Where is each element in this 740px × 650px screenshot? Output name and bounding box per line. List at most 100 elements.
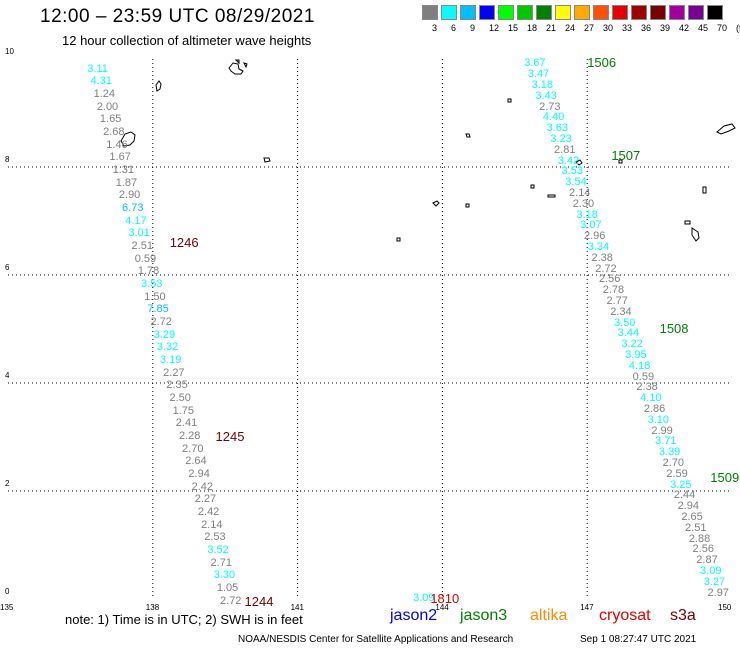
wave-height-value: 2.72 [220, 594, 242, 607]
wave-height-value: 3.01 [128, 227, 150, 240]
legend-swatch [574, 5, 590, 20]
footnote: note: 1) Time is in UTC; 2) SWH is in fe… [65, 612, 303, 627]
legend-label: 45 [698, 23, 709, 33]
legend-swatch [555, 5, 571, 20]
wave-height-value: 2.53 [204, 531, 226, 544]
legend-label: 42 [679, 23, 690, 33]
wave-height-value: 3.25 [670, 478, 692, 491]
legend-swatch [593, 5, 609, 20]
wave-height-value: 3.18 [576, 208, 598, 221]
wave-height-value: 3.39 [658, 446, 681, 459]
legend-label: 27 [584, 23, 595, 33]
wave-height-value: 3.53 [561, 165, 583, 178]
wave-height-value: 2.44 [673, 489, 696, 502]
island [684, 220, 691, 225]
wave-height-value: 2.94 [677, 500, 699, 513]
wave-height-value: 2.42 [191, 480, 213, 493]
wave-height-value: 1.75 [172, 404, 195, 417]
wave-height-value: 3.32 [156, 341, 179, 354]
wave-height-value: 3.53 [141, 278, 163, 291]
wave-height-value: 1.24 [93, 88, 116, 101]
wave-height-value: 2.71 [210, 556, 232, 569]
wave-height-value: 1.87 [115, 176, 138, 189]
wave-height-value: 2.68 [103, 126, 125, 139]
satellite-s3a: s3a [670, 607, 696, 624]
wave-height-value: 2.51 [685, 521, 707, 534]
legend-label: 18 [527, 23, 538, 33]
wave-height-value: 3.71 [655, 435, 677, 448]
legend-label: 6 [451, 23, 457, 33]
wave-height-value: 2.51 [131, 240, 153, 253]
island [155, 80, 162, 92]
island [120, 131, 136, 147]
x-tick-label: 144 [435, 603, 449, 612]
y-tick-label: 6 [5, 263, 10, 272]
map-title: 12:00 – 23:59 UTC 08/29/2021 [40, 6, 315, 27]
credit-text: NOAA/NESDIS Center for Satellite Applica… [238, 634, 514, 645]
wave-height-value: 1.50 [144, 290, 166, 303]
wave-height-value: 4.31 [90, 75, 112, 88]
wave-height-value: 3.27 [703, 575, 726, 588]
legend-swatch [631, 5, 647, 20]
wave-height-value: 3.18 [531, 79, 553, 91]
y-tick-label: 8 [5, 155, 10, 164]
wave-height-value: 2.28 [178, 430, 201, 443]
wave-height-value: 2.81 [554, 143, 576, 156]
wave-height-value: 2.27 [163, 366, 185, 379]
island [618, 159, 623, 164]
island [530, 184, 535, 189]
island [716, 123, 736, 135]
wave-height-value: 3.11 [87, 62, 108, 75]
legend-swatch [688, 5, 704, 20]
wave-height-value: 2.77 [606, 295, 628, 307]
x-tick-label: 147 [580, 603, 594, 612]
legend-label: 21 [546, 23, 557, 33]
island [465, 133, 471, 138]
legend-swatch [517, 5, 533, 20]
island [702, 186, 707, 194]
legend-label: 12 [489, 23, 500, 33]
y-tick-label: 2 [5, 479, 10, 488]
wave-height-value: 1.78 [137, 265, 160, 278]
y-tick-label: 10 [5, 47, 14, 56]
wave-height-value: 2.96 [583, 230, 606, 243]
wave-height-value: 4.17 [125, 214, 147, 227]
wave-height-value: 3.23 [550, 133, 572, 145]
island [547, 194, 556, 198]
legend-swatch [460, 5, 476, 20]
wave-height-value: 3.44 [617, 327, 640, 340]
wave-height-value: 3.29 [153, 328, 176, 341]
wave-height-value: 2.78 [602, 284, 625, 297]
wave-height-value: 1.67 [109, 151, 131, 164]
wave-height-value: 2.65 [681, 511, 703, 523]
legend-label: 3 [432, 23, 438, 33]
y-tick-label: 0 [5, 587, 10, 596]
wave-height-value: 2.56 [598, 273, 621, 286]
wave-height-value: 2.38 [591, 251, 613, 264]
pass-number-label: 1506 [587, 54, 617, 70]
wave-height-value: 3.34 [587, 241, 610, 253]
wave-height-value: 3.52 [207, 544, 229, 557]
wave-height-value: 2.64 [185, 455, 207, 468]
wave-height-value: 2.41 [175, 417, 198, 430]
wave-height-value: 3.63 [546, 122, 568, 135]
legend-swatch [479, 5, 495, 20]
wave-height-value: 7.85 [147, 303, 169, 316]
wave-height-value: 2.72 [595, 262, 617, 275]
legend-swatch [650, 5, 666, 20]
legend-label: 70 [717, 23, 728, 33]
wave-height-value: 3.19 [159, 354, 182, 367]
lat-lon-grid [8, 59, 732, 599]
pass-number-label: 1508 [659, 321, 689, 336]
pass-number-label: 1507 [611, 148, 641, 164]
wave-height-value: 3.09 [413, 592, 435, 604]
pass-number-label: 1246 [169, 234, 199, 250]
wave-height-value: 3.50 [613, 316, 636, 329]
wave-height-value: 3.30 [213, 569, 236, 582]
satellite-jason3: jason3 [460, 607, 508, 624]
legend-label: 15 [508, 23, 519, 33]
x-tick-label: 138 [145, 603, 160, 612]
wave-height-value: 2.27 [194, 493, 217, 506]
wave-height-value: 1.65 [99, 113, 122, 126]
pass-number-label: 1245 [215, 429, 245, 444]
